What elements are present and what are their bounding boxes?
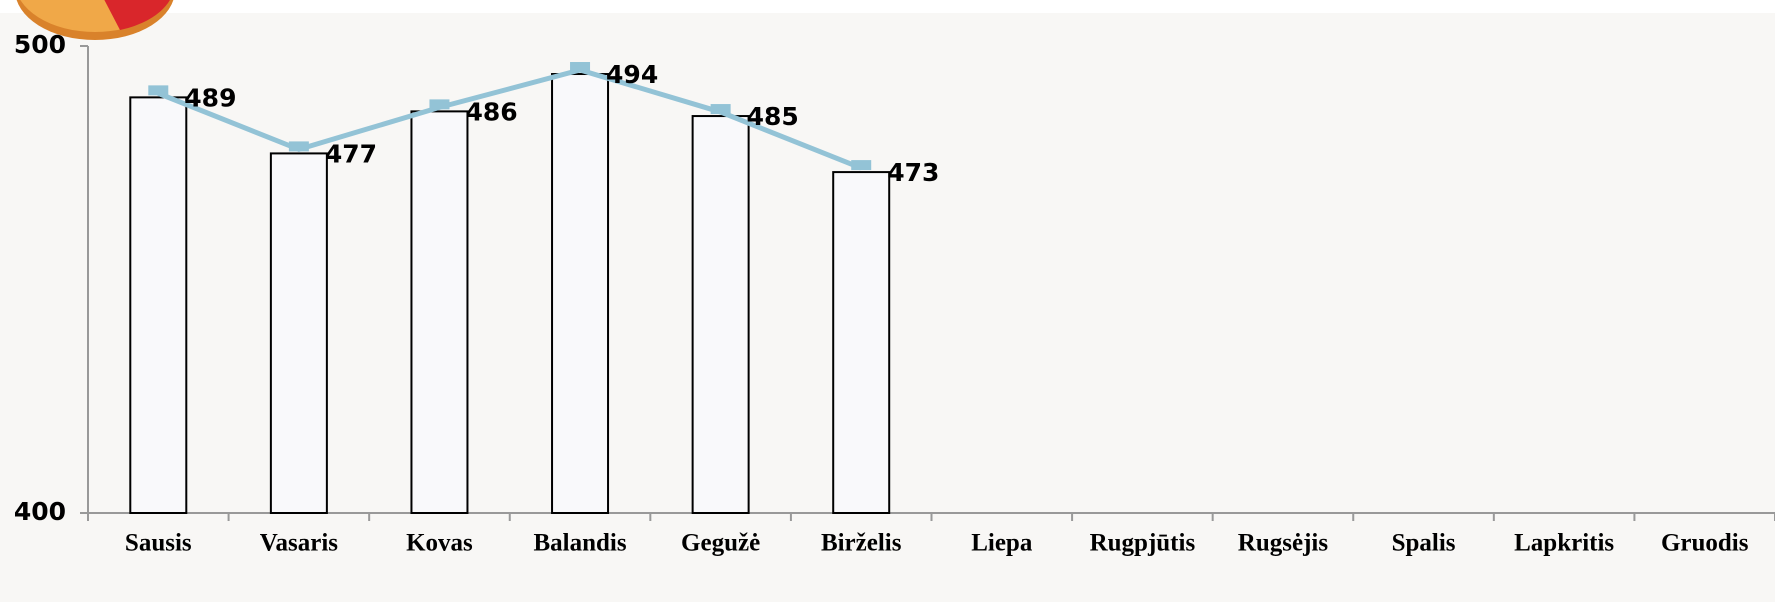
x-tick-label: Balandis <box>533 530 626 557</box>
x-tick-label: Birželis <box>821 530 902 557</box>
x-tick-label: Rugpjūtis <box>1090 530 1196 557</box>
bar <box>129 96 188 515</box>
x-tick-label: Kovas <box>406 530 473 557</box>
x-tick-label: Gegužė <box>681 530 760 557</box>
y-tick-label: 400 <box>14 497 66 526</box>
data-label: 486 <box>465 97 517 126</box>
x-tick-label: Liepa <box>971 530 1033 557</box>
x-tick-label: Gruodis <box>1661 530 1749 557</box>
line-marker <box>288 141 309 152</box>
x-tick-label: Lapkritis <box>1514 530 1614 557</box>
line-marker <box>710 104 731 115</box>
line <box>157 67 863 171</box>
data-label: 485 <box>747 102 799 131</box>
data-label: 494 <box>606 60 658 89</box>
line-marker <box>851 160 872 171</box>
x-tick-label: Sausis <box>125 530 192 557</box>
y-tick-label: 500 <box>14 30 66 59</box>
bar <box>410 110 469 514</box>
bar <box>691 115 750 515</box>
line-marker <box>570 62 591 73</box>
line-marker <box>148 85 169 96</box>
x-tick-label: Spalis <box>1392 530 1456 557</box>
data-label: 489 <box>184 83 236 112</box>
line-marker <box>429 99 450 110</box>
bar <box>269 152 328 514</box>
bar <box>551 73 610 515</box>
x-tick-label: Vasaris <box>260 530 339 557</box>
bar <box>832 171 891 514</box>
x-tick-label: Rugsėjis <box>1238 530 1329 557</box>
pie-decoration <box>16 0 174 40</box>
data-label: 477 <box>325 139 377 168</box>
data-label: 473 <box>887 158 939 187</box>
